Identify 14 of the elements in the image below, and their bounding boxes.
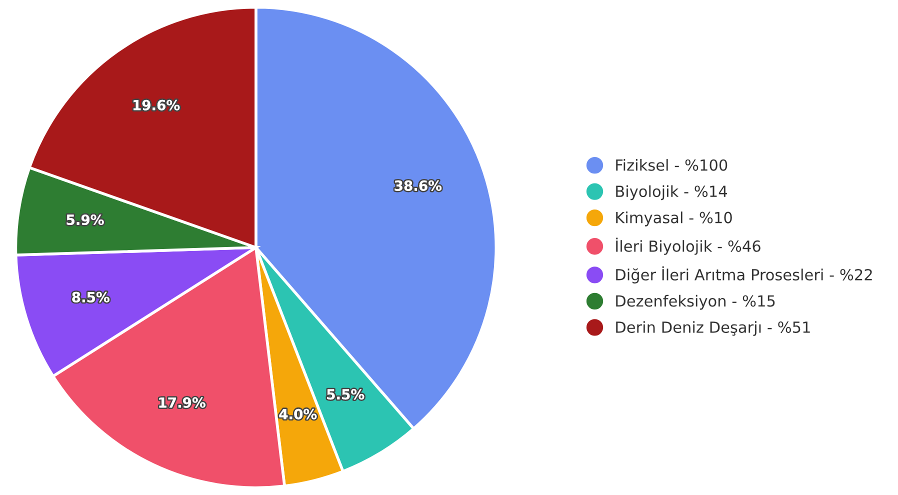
legend-label: Dezenfeksiyon - %15 [616, 294, 775, 310]
legend-label: Biyolojik - %14 [616, 185, 727, 200]
data-label: 5.5% [327, 389, 364, 400]
data-label: 4.0% [279, 408, 317, 420]
data-label: 19.6% [134, 100, 180, 110]
data-label: 17.9% [159, 397, 206, 408]
legend-label: Fiziksel - %100 [616, 159, 728, 171]
data-label: 5.9% [66, 214, 104, 226]
legend-label: Derin Deniz Deşarjı - %51 [616, 321, 810, 336]
legend-label: İleri Biyolojik - %46 [616, 238, 760, 255]
legend-label: Diğer İleri Arıtma Prosesleri - %22 [616, 266, 872, 284]
legend-label: Kimyasal - %10 [616, 212, 732, 226]
data-label: 8.5% [72, 292, 110, 302]
data-label: 38.6% [394, 180, 442, 191]
